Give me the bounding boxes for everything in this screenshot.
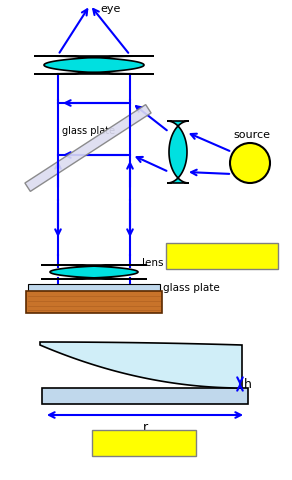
Circle shape	[230, 143, 270, 183]
Text: glass plate: glass plate	[163, 283, 220, 293]
Polygon shape	[167, 121, 189, 183]
Text: Figure 1: Figure 1	[193, 250, 251, 263]
Bar	[26, 291, 162, 313]
Text: source: source	[234, 130, 270, 140]
Text: h: h	[244, 377, 252, 391]
Text: lens: lens	[142, 258, 164, 268]
FancyBboxPatch shape	[92, 430, 196, 456]
Polygon shape	[25, 105, 151, 192]
Polygon shape	[34, 56, 154, 74]
Polygon shape	[40, 342, 242, 388]
FancyBboxPatch shape	[166, 243, 278, 269]
Text: eye: eye	[100, 4, 120, 14]
Text: Figure 2: Figure 2	[115, 436, 173, 449]
Bar	[28, 284, 160, 291]
Text: r: r	[142, 421, 147, 434]
Bar	[42, 388, 248, 404]
Polygon shape	[41, 265, 147, 279]
Text: glass plate: glass plate	[62, 126, 115, 136]
